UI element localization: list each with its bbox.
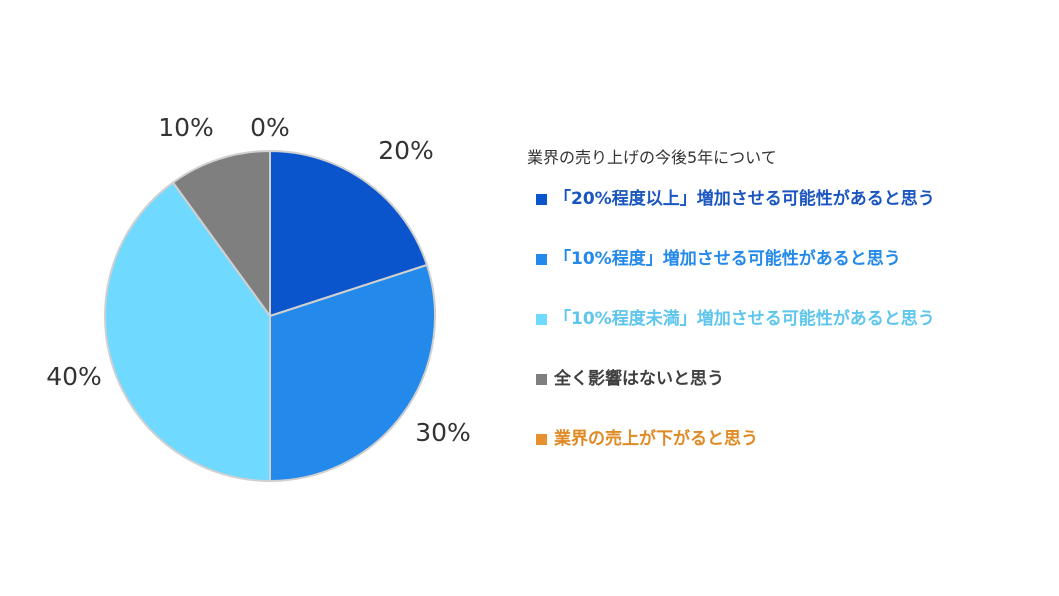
data-label-10-percent: 30%: [415, 418, 471, 447]
legend-title: 業界の売り上げの今後5年について: [527, 148, 777, 167]
legend-swatch: [536, 314, 547, 325]
data-label-under-10-percent: 40%: [46, 362, 102, 391]
pie-data-labels: 20% 30% 40% 10% 0%: [46, 113, 471, 447]
legend-label: 「10%程度」増加させる可能性があると思う: [554, 249, 901, 269]
slice-under-10-percent: [104, 181, 271, 482]
data-label-decrease: 0%: [250, 113, 290, 142]
legend-label: 業界の売上が下がると思う: [554, 429, 758, 449]
legend-swatch: [536, 194, 547, 205]
legend-swatch: [536, 434, 547, 445]
legend-label: 全く影響はないと思う: [554, 369, 724, 389]
legend-label: 「10%程度未満」増加させる可能性があると思う: [554, 309, 935, 329]
slice-no-impact: [172, 150, 271, 317]
legend-swatch: [536, 374, 547, 385]
slice-20-percent-plus: [269, 150, 428, 317]
legend-label: 「20%程度以上」増加させる可能性があると思う: [554, 189, 935, 209]
data-label-no-impact: 10%: [158, 113, 214, 142]
slice-10-percent: [269, 264, 436, 482]
data-label-20-percent-plus: 20%: [378, 136, 434, 165]
legend-swatch: [536, 254, 547, 265]
pie-slices: [104, 150, 436, 482]
